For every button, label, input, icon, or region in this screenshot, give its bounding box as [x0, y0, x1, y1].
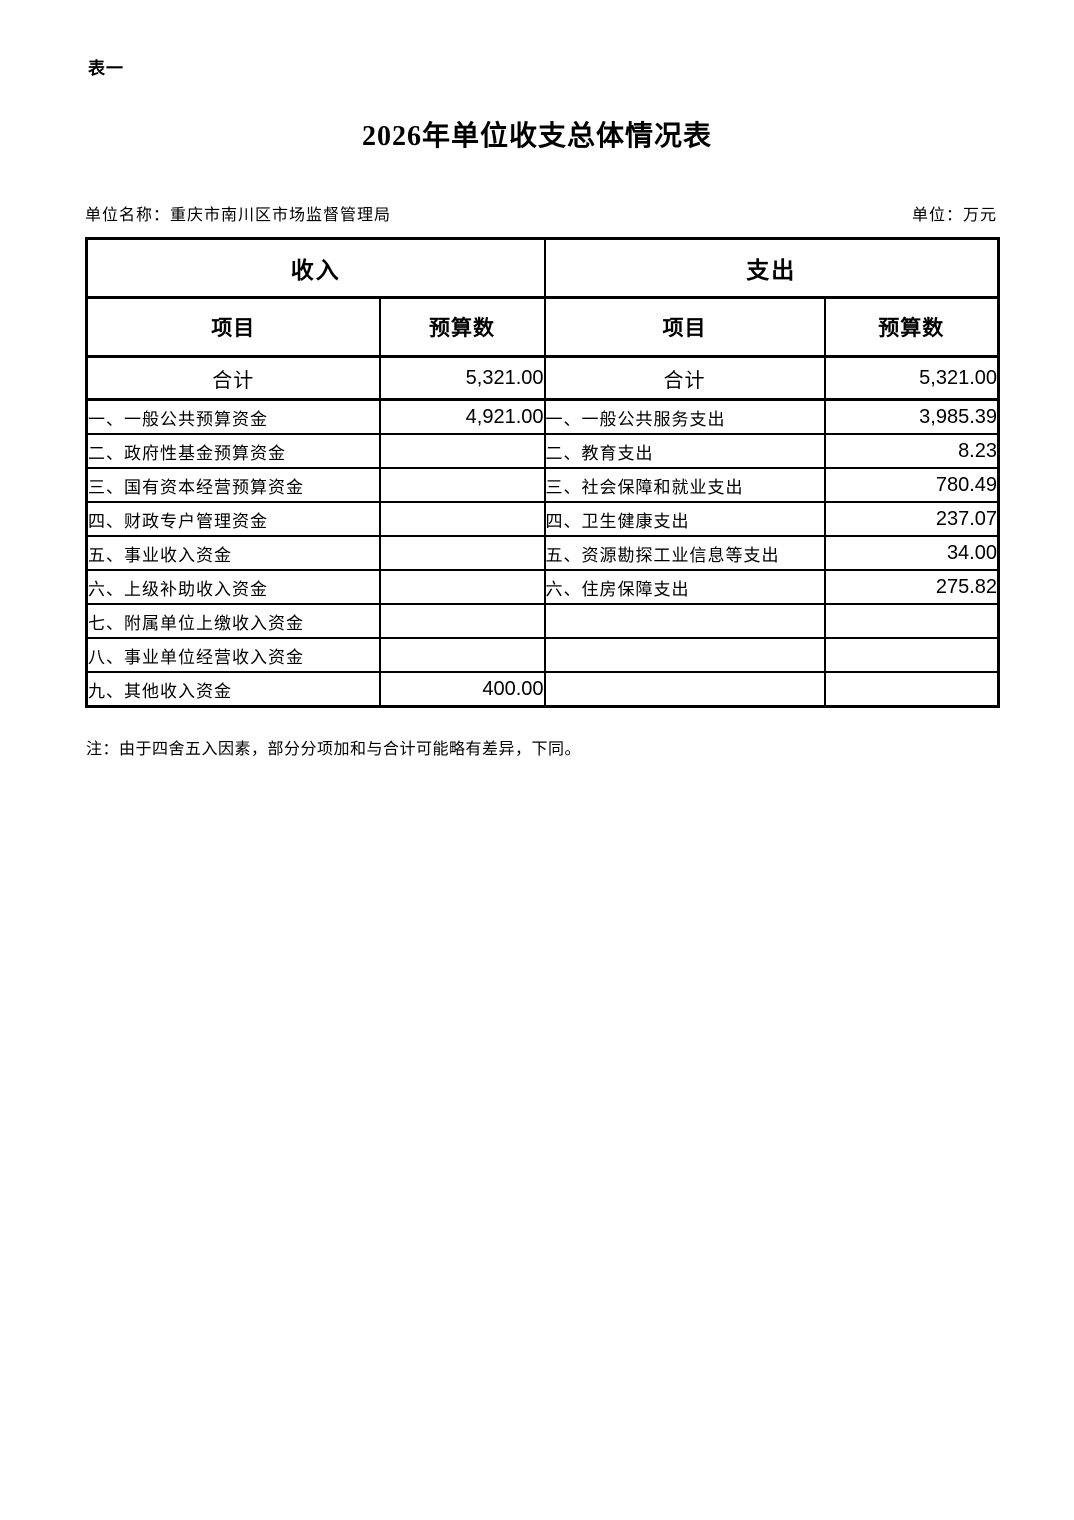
income-item-cell: 合计 [85, 355, 381, 401]
income-item-cell: 九、其他收入资金 [85, 671, 381, 708]
expense-item-column-header: 项目 [543, 296, 826, 358]
expense-value-cell: 8.23 [823, 433, 1000, 469]
rounding-footnote: 注：由于四舍五入因素，部分分项加和与合计可能略有差异，下同。 [86, 741, 582, 758]
expense-budget-column-header: 预算数 [823, 296, 1000, 358]
income-value-cell: 400.00 [378, 671, 546, 708]
income-item-cell: 四、财政专户管理资金 [85, 501, 381, 537]
unit-of-measure-label: 单位：万元 [911, 207, 997, 224]
table-row: 四、财政专户管理资金 四、卫生健康支出 237.07 [85, 501, 1000, 537]
table-row: 六、上级补助收入资金 六、住房保障支出 275.82 [85, 569, 1000, 605]
income-value-cell [378, 637, 546, 673]
table-row: 八、事业单位经营收入资金 [85, 637, 1000, 673]
expense-value-cell: 34.00 [823, 535, 1000, 571]
expense-value-cell: 3,985.39 [823, 398, 1000, 435]
table-row: 七、附属单位上缴收入资金 [85, 603, 1000, 639]
expense-value-cell [823, 637, 1000, 673]
expense-value-cell: 237.07 [823, 501, 1000, 537]
expense-item-cell: 合计 [543, 355, 826, 401]
income-item-cell: 七、附属单位上缴收入资金 [85, 603, 381, 639]
income-value-cell [378, 535, 546, 571]
income-item-column-header: 项目 [85, 296, 381, 358]
income-value-cell [378, 603, 546, 639]
table-row: 九、其他收入资金 400.00 [85, 671, 1000, 708]
income-value-cell [378, 569, 546, 605]
income-item-cell: 六、上级补助收入资金 [85, 569, 381, 605]
income-value-cell [378, 501, 546, 537]
total-row: 合计 5,321.00 合计 5,321.00 [85, 355, 1000, 401]
income-item-cell: 八、事业单位经营收入资金 [85, 637, 381, 673]
section-header-row: 收入 支出 [85, 237, 1000, 299]
table-row: 五、事业收入资金 五、资源勘探工业信息等支出 34.00 [85, 535, 1000, 571]
income-budget-column-header: 预算数 [378, 296, 546, 358]
expense-value-cell [823, 671, 1000, 708]
unit-name-label: 单位名称：重庆市南川区市场监督管理局 [85, 207, 392, 224]
income-item-cell: 二、政府性基金预算资金 [85, 433, 381, 469]
income-section-header: 收入 [85, 237, 546, 299]
expense-item-cell: 四、卫生健康支出 [543, 501, 826, 537]
expense-item-cell [543, 671, 826, 708]
expense-value-cell: 780.49 [823, 467, 1000, 503]
expense-section-header: 支出 [543, 237, 1000, 299]
expense-value-cell: 275.82 [823, 569, 1000, 605]
table-row: 三、国有资本经营预算资金 三、社会保障和就业支出 780.49 [85, 467, 1000, 503]
table-meta-row: 单位名称：重庆市南川区市场监督管理局 单位：万元 [85, 201, 997, 225]
expense-item-cell: 六、住房保障支出 [543, 569, 826, 605]
income-value-cell [378, 433, 546, 469]
expense-item-cell [543, 637, 826, 673]
expense-item-cell: 三、社会保障和就业支出 [543, 467, 826, 503]
income-value-cell: 4,921.00 [378, 398, 546, 435]
income-item-cell: 五、事业收入资金 [85, 535, 381, 571]
income-item-cell: 一、一般公共预算资金 [85, 398, 381, 435]
budget-summary-table: 收入 支出 项目 预算数 项目 预算数 合计 5,321.00 合计 5,321.00… [85, 237, 1000, 708]
expense-value-cell: 5,321.00 [823, 355, 1000, 401]
column-header-row: 项目 预算数 项目 预算数 [85, 296, 1000, 358]
income-value-cell: 5,321.00 [378, 355, 546, 401]
expense-item-cell [543, 603, 826, 639]
page-title: 2026年单位收支总体情况表 [361, 121, 712, 152]
income-value-cell [378, 467, 546, 503]
income-item-cell: 三、国有资本经营预算资金 [85, 467, 381, 503]
table-row: 二、政府性基金预算资金 二、教育支出 8.23 [85, 433, 1000, 469]
budget-table-body: 合计 5,321.00 合计 5,321.00 一、一般公共预算资金 4,921.00 一、… [85, 355, 1000, 708]
table-number-label: 表一 [88, 59, 124, 78]
expense-item-cell: 二、教育支出 [543, 433, 826, 469]
table-row: 一、一般公共预算资金 4,921.00 一、一般公共服务支出 3,985.39 [85, 398, 1000, 435]
expense-value-cell [823, 603, 1000, 639]
expense-item-cell: 一、一般公共服务支出 [543, 398, 826, 435]
expense-item-cell: 五、资源勘探工业信息等支出 [543, 535, 826, 571]
